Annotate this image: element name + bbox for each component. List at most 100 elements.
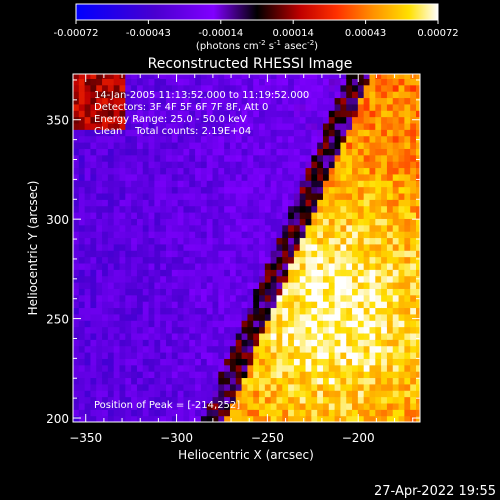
heatmap-cell	[148, 371, 155, 379]
heatmap-cell	[102, 313, 109, 321]
heatmap-cell	[119, 91, 126, 99]
heatmap-cell	[317, 218, 324, 226]
heatmap-cell	[253, 288, 260, 296]
heatmap-cell	[404, 91, 411, 99]
heatmap-cell	[357, 409, 365, 417]
heatmap-cell	[311, 154, 318, 162]
heatmap-cell	[363, 326, 371, 334]
heatmap-cell	[235, 301, 243, 309]
heatmap-cell	[322, 91, 330, 99]
heatmap-cell	[125, 307, 132, 315]
heatmap-cell	[293, 199, 301, 207]
y-tick-label: 300	[46, 213, 69, 227]
heatmap-cell	[229, 275, 237, 283]
heatmap-cell	[276, 116, 283, 124]
heatmap-cell	[386, 199, 394, 207]
heatmap-cell	[398, 250, 405, 258]
heatmap-cell	[229, 364, 237, 372]
heatmap-cell	[136, 383, 144, 391]
heatmap-cell	[322, 122, 330, 130]
heatmap-cell	[125, 282, 132, 289]
heatmap-cell	[218, 364, 225, 372]
annotation-clean-counts: Clean Total counts: 2.19E+04	[94, 126, 251, 137]
heatmap-cell	[311, 288, 318, 296]
heatmap-cell	[189, 97, 196, 105]
heatmap-cell	[311, 390, 318, 398]
heatmap-cell	[183, 142, 190, 149]
heatmap-cell	[264, 396, 272, 404]
heatmap-cell	[398, 358, 405, 366]
heatmap-cell	[270, 205, 278, 213]
heatmap-cell	[224, 415, 231, 422]
heatmap-cell	[113, 313, 121, 321]
heatmap-cell	[154, 243, 161, 251]
heatmap-cell	[96, 97, 103, 105]
heatmap-cell	[247, 129, 254, 137]
heatmap-cell	[317, 358, 324, 366]
heatmap-cell	[340, 199, 347, 207]
heatmap-cell	[392, 192, 400, 200]
heatmap-cell	[78, 402, 86, 410]
heatmap-cell	[131, 294, 138, 302]
heatmap-cell	[305, 313, 312, 321]
heatmap-cell	[212, 167, 219, 175]
heatmap-cell	[229, 256, 237, 264]
heatmap-cell	[113, 237, 121, 245]
heatmap-cell	[369, 320, 376, 328]
heatmap-cell	[352, 352, 359, 359]
heatmap-cell	[346, 262, 353, 270]
heatmap-cell	[386, 243, 394, 251]
heatmap-cell	[131, 110, 138, 118]
heatmap-cell	[317, 148, 324, 156]
heatmap-cell	[171, 307, 179, 315]
heatmap-cell	[78, 326, 86, 334]
heatmap-cell	[166, 313, 173, 321]
heatmap-cell	[241, 180, 248, 188]
heatmap-cell	[276, 192, 283, 200]
heatmap-cell	[195, 199, 202, 207]
heatmap-cell	[317, 371, 324, 379]
heatmap-cell	[229, 218, 237, 226]
heatmap-cell	[78, 243, 86, 251]
heatmap-cell	[84, 237, 92, 245]
heatmap-cell	[136, 409, 144, 417]
heatmap-cell	[357, 78, 365, 86]
heatmap-cell	[311, 167, 318, 175]
heatmap-cell	[189, 256, 196, 264]
heatmap-cell	[154, 415, 161, 422]
heatmap-cell	[282, 409, 289, 417]
heatmap-cell	[357, 320, 365, 328]
heatmap-cell	[212, 74, 219, 79]
heatmap-cell	[346, 161, 353, 169]
heatmap-cell	[392, 205, 400, 213]
heatmap-cell	[142, 192, 150, 200]
heatmap-cell	[328, 116, 336, 124]
heatmap-cell	[322, 269, 330, 277]
heatmap-cell	[270, 103, 278, 111]
heatmap-cell	[90, 332, 97, 340]
heatmap-cell	[195, 161, 202, 169]
heatmap-cell	[264, 358, 272, 366]
heatmap-cell	[177, 415, 185, 422]
heatmap-cell	[241, 339, 248, 347]
heatmap-cell	[288, 294, 295, 302]
heatmap-cell	[73, 358, 80, 366]
heatmap-cell	[322, 224, 330, 232]
heatmap-cell	[148, 218, 155, 226]
heatmap-cell	[386, 313, 394, 321]
heatmap-cell	[142, 396, 150, 404]
heatmap-cell	[270, 339, 278, 347]
heatmap-cell	[392, 402, 400, 410]
heatmap-cell	[113, 256, 121, 264]
heatmap-cell	[160, 122, 167, 130]
heatmap-cell	[113, 345, 121, 353]
heatmap-cell	[305, 402, 312, 410]
heatmap-cell	[392, 269, 400, 277]
heatmap-cell	[340, 167, 347, 175]
heatmap-cell	[84, 320, 92, 328]
heatmap-cell	[363, 91, 371, 99]
heatmap-cell	[317, 212, 324, 219]
heatmap-cell	[235, 103, 243, 111]
